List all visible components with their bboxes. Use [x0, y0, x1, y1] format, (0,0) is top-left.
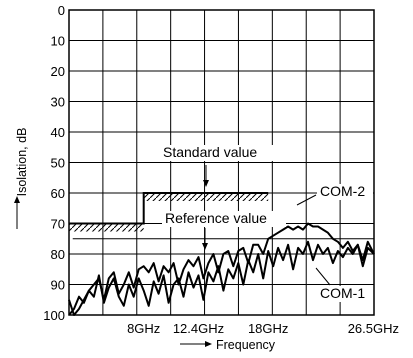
- com2-label-bg: [317, 184, 373, 200]
- reference-pointer-arrowhead: [202, 243, 208, 250]
- standard-value-line: [69, 192, 269, 225]
- y-tick-label: 40: [51, 125, 65, 140]
- x-axis-ticks: 8GHz 12.4GHz 18GHz 26.5GHz: [127, 321, 399, 336]
- y-tick-label: 100: [43, 308, 65, 323]
- standard-label-bg: [160, 145, 278, 161]
- y-tick-label: 90: [51, 278, 65, 293]
- x-axis-title-arrowhead: [205, 341, 212, 347]
- y-tick-label: 0: [58, 3, 65, 18]
- annotations: Standard value Reference value COM-2 COM…: [160, 144, 373, 302]
- x-tick-label: 18GHz: [248, 321, 288, 336]
- series-line-com-1: [68, 240, 375, 316]
- com2-leader-line: [296, 194, 317, 206]
- series-line-com-2: [68, 222, 375, 316]
- standard-hatch-band: [69, 223, 144, 232]
- com1-label-bg: [317, 286, 373, 302]
- y-tick-label: 60: [51, 186, 65, 201]
- y-tick-label: 30: [51, 95, 65, 110]
- x-tick-label: 8GHz: [127, 321, 160, 336]
- standard-pointer-arrowhead: [203, 180, 209, 187]
- grid-lines: [69, 10, 374, 315]
- series-lines: [68, 222, 375, 316]
- y-tick-label: 20: [51, 64, 65, 79]
- x-tick-label: 26.5GHz: [348, 321, 399, 336]
- y-axis-title-text: Isolation, dB: [15, 128, 29, 197]
- standard-value-step: [69, 192, 269, 225]
- y-axis-ticks: 0 10 20 30 40 50 60 70 80 90 100: [43, 3, 65, 323]
- com2-label: COM-2: [320, 183, 365, 199]
- standard-value-hatch: [69, 193, 269, 232]
- y-tick-label: 10: [51, 34, 65, 49]
- y-tick-label: 70: [51, 217, 65, 232]
- reference-value-label: Reference value: [165, 210, 267, 226]
- y-tick-label: 80: [51, 247, 65, 262]
- x-tick-label: 12.4GHz: [173, 321, 224, 336]
- y-axis-title: Isolation, dB: [15, 128, 29, 197]
- y-axis-title-arrowhead: [14, 196, 20, 203]
- standard-value-label: Standard value: [163, 144, 257, 160]
- x-axis-title: Frequency: [216, 338, 276, 352]
- com1-label: COM-1: [320, 285, 365, 301]
- com1-leader-line: [315, 267, 331, 286]
- reference-label-bg: [162, 211, 286, 227]
- y-tick-label: 50: [51, 156, 65, 171]
- standard-hatch-band: [143, 193, 269, 201]
